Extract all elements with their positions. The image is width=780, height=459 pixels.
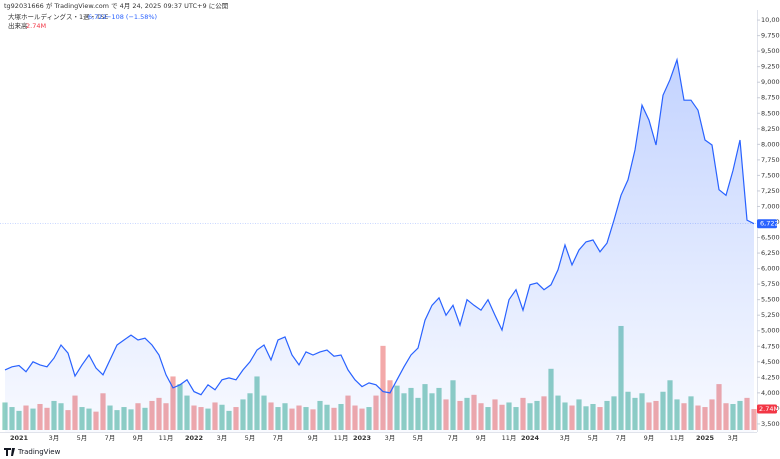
x-tick-label: 5月 xyxy=(413,434,424,442)
y-tick-label: 9,000 xyxy=(761,78,780,86)
last-price-box xyxy=(757,219,777,229)
y-tick-label: 8,500 xyxy=(761,109,780,117)
y-tick-label: 7,250 xyxy=(761,187,780,195)
y-tick-label: 7,750 xyxy=(761,156,780,164)
volume-name: 出来高 xyxy=(8,21,28,30)
y-tick-label: 6,000 xyxy=(761,265,780,273)
y-tick-label: 5,000 xyxy=(761,327,780,335)
x-tick-label: 9月 xyxy=(476,434,487,442)
chart-title: 大塚ホールディングス・1週・TSE xyxy=(8,12,108,21)
y-tick-label: 6,500 xyxy=(761,234,780,242)
y-tick-label: 8,250 xyxy=(761,125,780,133)
x-tick-label: 3月 xyxy=(728,434,739,442)
logo xyxy=(4,448,15,456)
x-tick-label: 2022 xyxy=(185,434,203,442)
volume-bar xyxy=(380,345,386,430)
last-price-label: 6,722 xyxy=(760,220,779,228)
y-tick-label: 4,000 xyxy=(761,389,780,397)
y-tick-label: 8,000 xyxy=(761,140,780,148)
footer: TradingView xyxy=(17,448,61,456)
y-tick-label: 4,250 xyxy=(761,373,780,381)
y-tick-label: 6,250 xyxy=(761,249,780,257)
y-tick-label: 10,000 xyxy=(761,16,780,24)
y-tick-label: 7,000 xyxy=(761,202,780,210)
y-tick-label: 9,500 xyxy=(761,47,780,55)
x-tick-label: 11月 xyxy=(502,434,517,442)
y-tick-label: 9,250 xyxy=(761,63,780,71)
y-tick-label: 5,250 xyxy=(761,311,780,319)
price-line xyxy=(4,57,755,396)
area-fill xyxy=(5,59,754,433)
x-tick-label: 5月 xyxy=(77,434,88,442)
y-tick-label: 9,750 xyxy=(761,32,780,40)
x-tick-label: 7月 xyxy=(616,434,627,442)
x-tick-label: 2021 xyxy=(10,434,29,442)
x-tick-label: 2024 xyxy=(521,434,540,442)
y-tick-label: 5,750 xyxy=(761,280,780,288)
x-tick-label: 7月 xyxy=(273,434,284,442)
y-tick-label: 4,500 xyxy=(761,358,780,366)
x-tick-label: 7月 xyxy=(105,434,116,442)
x-tick-label: 9月 xyxy=(133,434,144,442)
volume-last: 2.74M xyxy=(26,22,46,30)
x-tick-label: 11月 xyxy=(334,434,349,442)
price-change: −108 (−1.58%) xyxy=(106,13,157,21)
last-price: 6,722 xyxy=(88,13,107,21)
volume-last-label: 2.74M xyxy=(759,405,779,413)
x-tick-label: 11月 xyxy=(159,434,174,442)
x-tick-label: 3月 xyxy=(385,434,396,442)
y-tick-label: 3,500 xyxy=(761,420,780,428)
x-tick-label: 2023 xyxy=(353,434,371,442)
x-tick-label: 7月 xyxy=(448,434,459,442)
header: tg92031666 が TradingView.com で 4月 24, 20… xyxy=(4,1,228,10)
x-tick-label: 3月 xyxy=(217,434,228,442)
x-tick-label: 3月 xyxy=(560,434,571,442)
x-tick-label: 5月 xyxy=(588,434,599,442)
x-tick-label: 11月 xyxy=(670,434,685,442)
x-tick-label: 9月 xyxy=(308,434,319,442)
x-tick-label: 9月 xyxy=(644,434,655,442)
x-tick-label: 2025 xyxy=(696,434,715,442)
x-tick-label: 3月 xyxy=(49,434,60,442)
y-tick-label: 8,750 xyxy=(761,94,780,102)
volume-last-box xyxy=(757,404,777,414)
y-tick-label: 5,500 xyxy=(761,296,780,304)
y-tick-label: 7,500 xyxy=(761,171,780,179)
y-tick-label: 4,750 xyxy=(761,342,780,350)
x-tick-label: 5月 xyxy=(245,434,256,442)
